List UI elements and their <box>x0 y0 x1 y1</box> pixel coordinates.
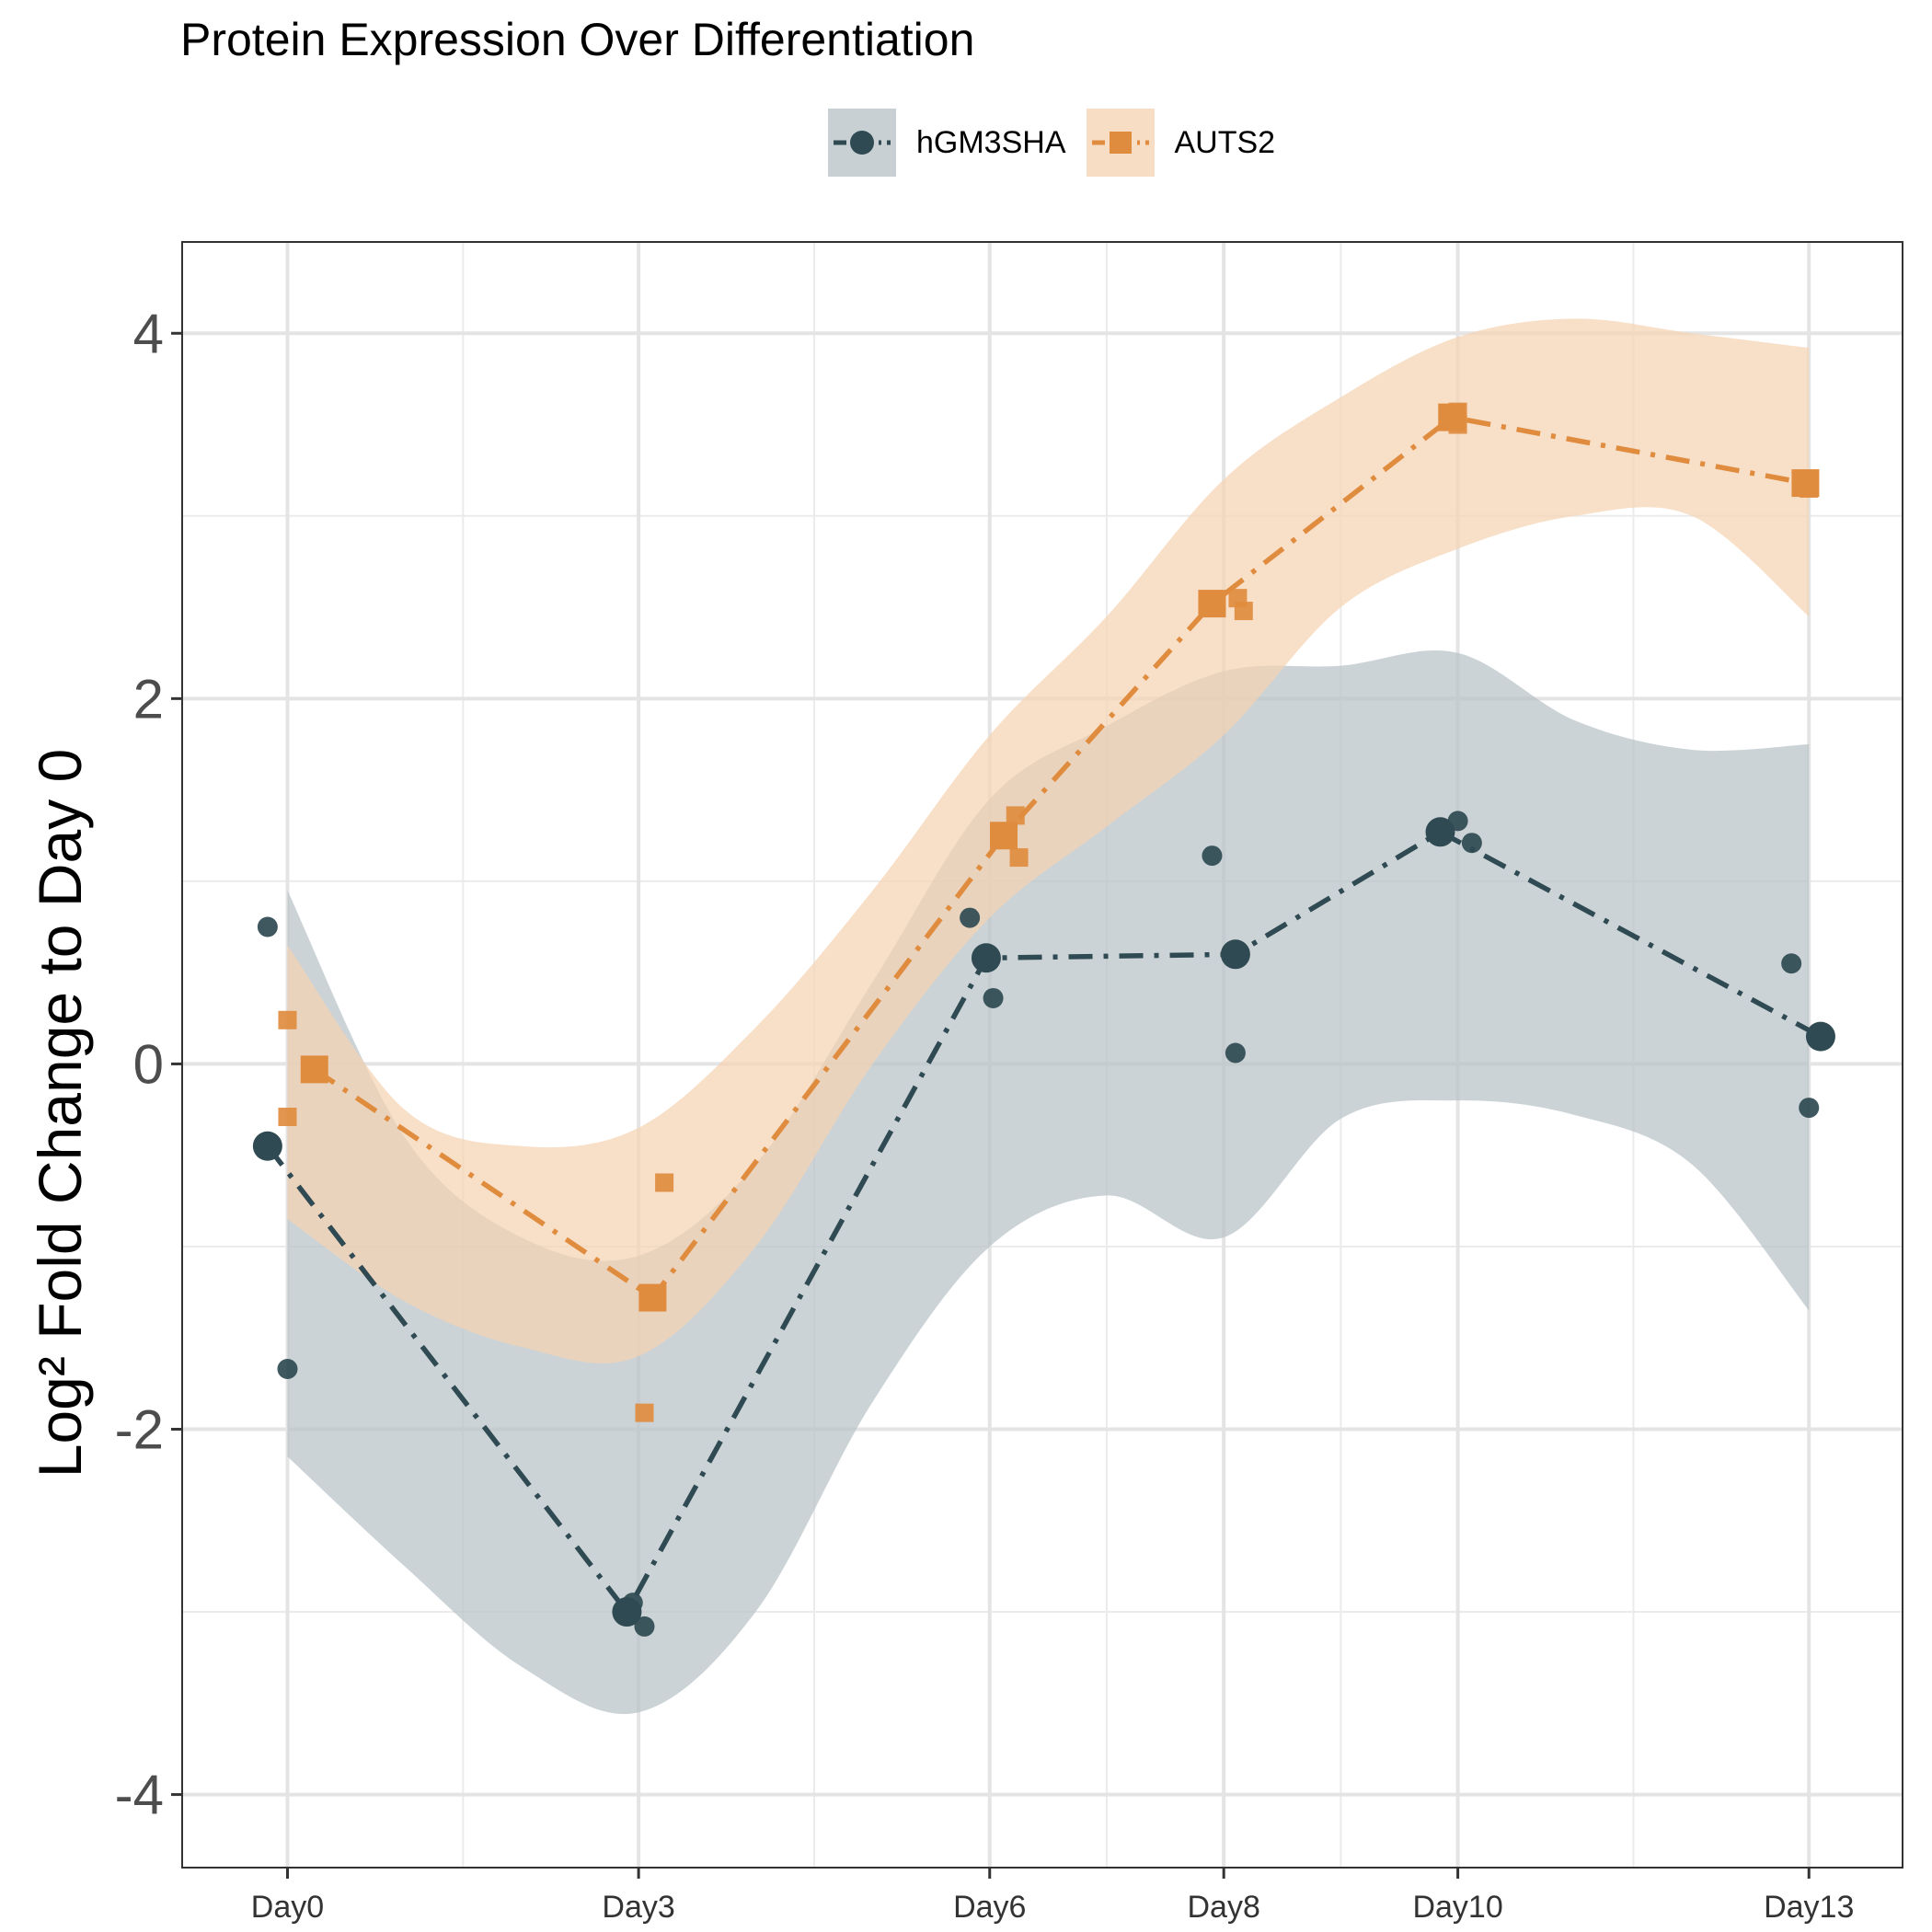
replicate-point-hgm3sha <box>634 1616 655 1637</box>
x-tick-label: Day10 <box>1412 1890 1502 1925</box>
y-tick-label: -4 <box>115 1765 164 1826</box>
replicate-point-hgm3sha <box>277 1358 298 1379</box>
replicate-point-auts2 <box>278 1108 297 1127</box>
y-tick-label: 0 <box>133 1033 164 1095</box>
ribbon-auts2 <box>287 318 1810 1363</box>
replicate-point-hgm3sha <box>1461 833 1482 854</box>
mean-point-hgm3sha <box>252 1131 282 1161</box>
x-tick-label: Day13 <box>1764 1890 1854 1925</box>
x-tick-label: Day0 <box>251 1890 324 1925</box>
legend-key-auts2 <box>1086 109 1155 177</box>
mean-point-auts2 <box>990 822 1018 850</box>
legend-key-hgm3sha <box>828 109 896 177</box>
replicate-point-auts2 <box>278 1010 297 1029</box>
chart-title: Protein Expression Over Differentiation <box>180 14 975 65</box>
replicate-point-auts2 <box>635 1403 654 1422</box>
replicate-point-auts2 <box>655 1173 674 1192</box>
x-tick-label: Day8 <box>1187 1890 1259 1925</box>
replicate-point-hgm3sha <box>257 916 278 937</box>
y-tick-label: -2 <box>115 1399 164 1461</box>
y-axis-label: Log² Fold Change to Day 0 <box>26 749 94 1478</box>
ribbon-layer <box>287 318 1810 1715</box>
axis-layer: -4 -2 0 2 4 Day0 Day3 Day6 Day8 Day10 Day13 <box>115 241 1903 1925</box>
mean-point-auts2 <box>1198 590 1226 618</box>
ribbon-hgm3sha <box>287 650 1810 1715</box>
y-tick-label: 2 <box>133 668 164 730</box>
replicate-point-hgm3sha <box>960 907 981 928</box>
legend-label-hgm3sha: hGM3SHA <box>916 124 1066 160</box>
mean-point-hgm3sha <box>1220 939 1250 970</box>
replicate-point-hgm3sha <box>1799 1098 1820 1119</box>
y-tick-label: 4 <box>133 303 164 364</box>
point-layer <box>252 402 1835 1637</box>
replicate-point-hgm3sha <box>1225 1042 1246 1064</box>
replicate-point-hgm3sha <box>983 987 1004 1008</box>
mean-point-auts2 <box>1791 469 1820 498</box>
legend-item-hgm3sha: hGM3SHA <box>828 109 1066 177</box>
replicate-point-auts2 <box>1006 806 1025 825</box>
replicate-point-auts2 <box>1009 848 1029 868</box>
x-tick-label: Day3 <box>602 1890 674 1925</box>
series-line-auts2 <box>313 414 1806 1302</box>
legend: hGM3SHA AUTS2 <box>828 109 1295 177</box>
mean-point-auts2 <box>300 1055 328 1084</box>
mean-point-auts2 <box>1438 403 1466 431</box>
replicate-point-hgm3sha <box>1781 953 1802 974</box>
mean-point-hgm3sha <box>1805 1021 1835 1052</box>
legend-label-auts2: AUTS2 <box>1174 124 1276 160</box>
mean-point-auts2 <box>638 1283 667 1312</box>
panel-border <box>181 241 1903 1869</box>
line-layer <box>265 414 1823 1617</box>
x-tick-label: Day6 <box>953 1890 1026 1925</box>
mean-point-hgm3sha <box>971 943 1001 973</box>
replicate-point-auts2 <box>1234 602 1253 621</box>
mean-point-hgm3sha <box>1425 817 1455 847</box>
mean-point-hgm3sha <box>612 1597 642 1627</box>
series-line-hgm3sha <box>265 829 1823 1617</box>
legend-item-auts2: AUTS2 <box>1086 109 1276 177</box>
replicate-point-hgm3sha <box>1202 845 1223 867</box>
